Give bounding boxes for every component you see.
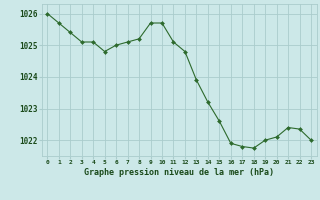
X-axis label: Graphe pression niveau de la mer (hPa): Graphe pression niveau de la mer (hPa): [84, 168, 274, 177]
